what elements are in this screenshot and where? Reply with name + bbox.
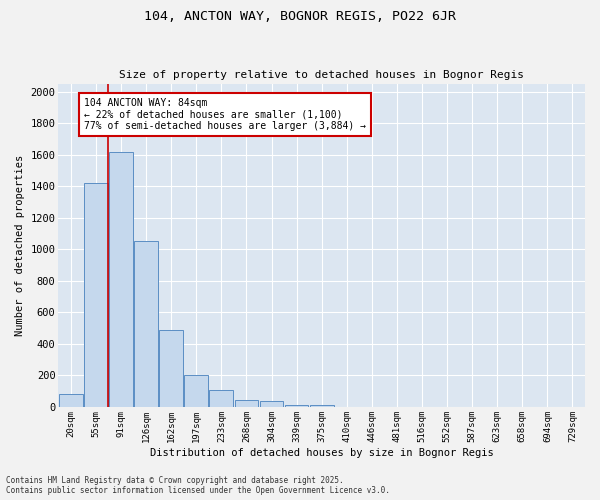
Bar (260, 402, 283, 407)
Text: Contains HM Land Registry data © Crown copyright and database right 2025.
Contai: Contains HM Land Registry data © Crown c… (6, 476, 390, 495)
Bar (284, 404, 308, 407)
Text: 104, ANCTON WAY, BOGNOR REGIS, PO22 6JR: 104, ANCTON WAY, BOGNOR REGIS, PO22 6JR (144, 10, 456, 23)
Text: 104 ANCTON WAY: 84sqm
← 22% of detached houses are smaller (1,100)
77% of semi-d: 104 ANCTON WAY: 84sqm ← 22% of detached … (84, 98, 366, 132)
Title: Size of property relative to detached houses in Bognor Regis: Size of property relative to detached ho… (119, 70, 524, 81)
X-axis label: Distribution of detached houses by size in Bognor Regis: Distribution of detached houses by size … (150, 448, 494, 458)
Bar (184, 376, 208, 407)
Bar (109, 152, 133, 407)
Y-axis label: Number of detached properties: Number of detached properties (15, 155, 25, 336)
Bar (310, 406, 334, 407)
Bar (84, 184, 108, 407)
Bar (209, 390, 233, 407)
Bar (235, 400, 259, 407)
Bar (134, 241, 158, 407)
Bar (159, 330, 183, 407)
Bar (59, 394, 83, 407)
